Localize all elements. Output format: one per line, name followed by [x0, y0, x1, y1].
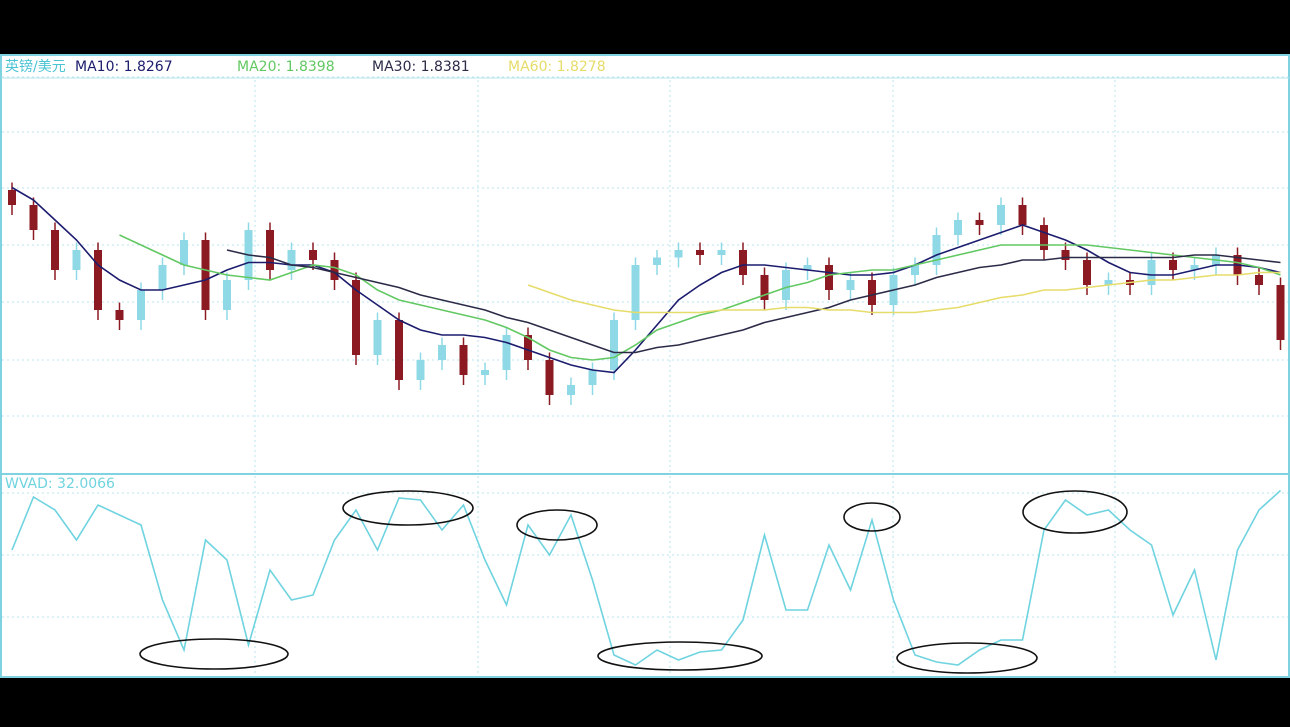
candle-body [1040, 225, 1048, 250]
series-line [226, 249, 1281, 354]
candle-body [395, 320, 403, 380]
annotation-ellipse [139, 638, 289, 670]
candle-body [201, 240, 210, 310]
candle-body [137, 290, 145, 320]
candle-body [72, 250, 81, 270]
candle-body [954, 220, 962, 235]
series-line [11, 489, 1282, 666]
annotations [139, 490, 1128, 674]
candle-body [825, 265, 833, 290]
candle-body [223, 280, 231, 310]
candle-body [1190, 265, 1199, 270]
candle-body [567, 385, 575, 395]
legend-entry: MA20: 1.8398 [237, 59, 335, 75]
candle-body [481, 370, 489, 375]
plot-frame [0, 54, 1290, 678]
candle-body [1255, 275, 1263, 285]
candle-body [1061, 250, 1070, 260]
candle-body [610, 320, 618, 370]
candle-body [438, 345, 446, 360]
candle-body [29, 205, 38, 230]
candle-body [588, 370, 597, 385]
candle-body [309, 250, 317, 260]
legend-entry: WVAD: 32.0066 [5, 476, 115, 492]
candle-body [524, 335, 532, 360]
candle-body [760, 275, 769, 300]
series-line [119, 234, 1281, 361]
candle-body [416, 360, 425, 380]
candle-body [696, 250, 704, 255]
candle-body [653, 257, 661, 265]
annotation-ellipse [896, 642, 1038, 674]
legend-entry: MA10: 1.8267 [75, 59, 173, 75]
candle-body [1083, 260, 1091, 285]
candle-body [502, 335, 511, 370]
candle-body [94, 250, 102, 310]
candle-body [975, 220, 984, 225]
candle-body [51, 230, 59, 270]
candle-body [287, 250, 296, 270]
chart-title: 英镑/美元 [5, 58, 66, 75]
candle-body [180, 240, 188, 265]
candle-body [158, 265, 167, 290]
candle-body [997, 205, 1005, 225]
candle-body [932, 235, 941, 265]
candle-body [373, 320, 382, 355]
annotation-ellipse [342, 490, 474, 526]
candle-body [545, 360, 554, 395]
legend-entry: MA30: 1.8381 [372, 59, 470, 75]
candle-body [459, 345, 468, 375]
marks [8, 182, 1285, 666]
candle-body [330, 260, 339, 280]
candle-body [1018, 205, 1027, 225]
candle-body [1276, 285, 1285, 340]
candle-body [868, 280, 876, 305]
candle-body [911, 265, 919, 275]
annotation-ellipse [597, 641, 763, 671]
candle-body [717, 250, 726, 255]
candle-body [846, 280, 855, 290]
candle-body [1104, 280, 1113, 285]
candle-body [631, 265, 640, 320]
annotation-ellipse [516, 509, 598, 541]
series-line [527, 271, 1281, 314]
candle-body [1169, 260, 1177, 270]
candle-body [115, 310, 124, 320]
candle-body [803, 265, 812, 270]
candle-body [352, 280, 360, 355]
candle-body [782, 270, 790, 300]
candle-body [1147, 260, 1156, 285]
candle-body [8, 190, 16, 205]
annotation-ellipse [843, 502, 901, 532]
legend-entry: MA60: 1.8278 [508, 59, 606, 75]
candle-body [739, 250, 747, 275]
candle-body [674, 250, 683, 258]
annotation-ellipse [1022, 490, 1128, 534]
candle-body [266, 230, 274, 270]
